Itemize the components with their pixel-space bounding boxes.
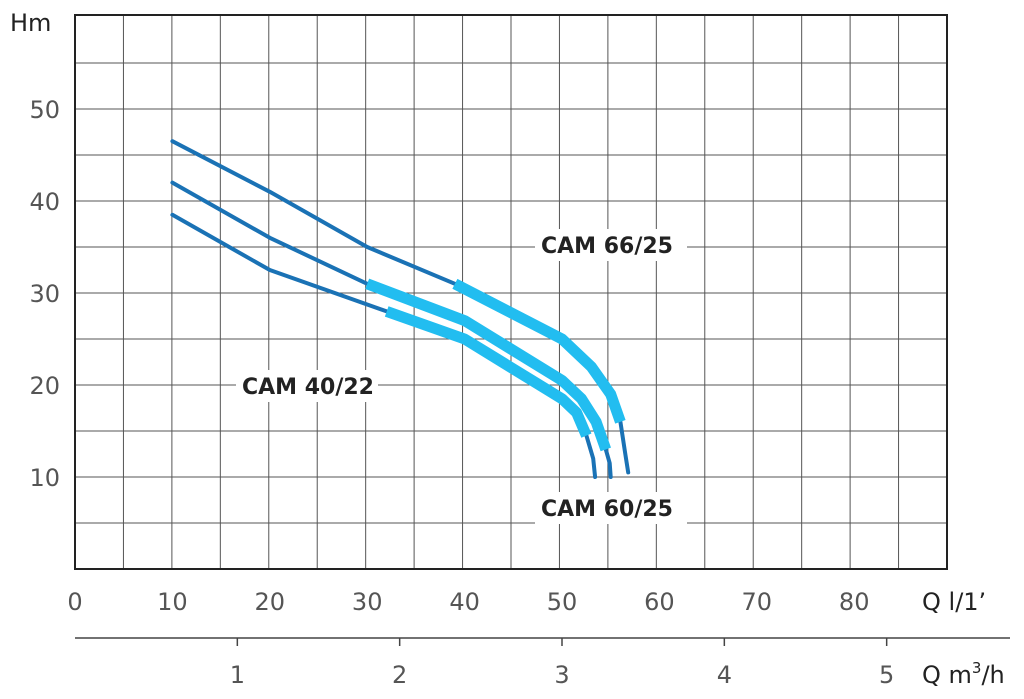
x-tick-label: 20 xyxy=(255,588,286,616)
x2-tick-label: 3 xyxy=(554,661,569,689)
series-labels: CAM 66/25 CAM 60/25 CAM 40/22 xyxy=(236,229,687,524)
x-tick-label: 50 xyxy=(547,588,578,616)
y-tick-label: 40 xyxy=(29,188,60,216)
grid xyxy=(75,15,947,569)
x2-axis-label: Q m3/h xyxy=(922,659,1005,689)
x2-tick-label: 1 xyxy=(230,661,245,689)
x-tick-label: 70 xyxy=(742,588,773,616)
y-tick-label: 30 xyxy=(29,280,60,308)
x-tick-label: 0 xyxy=(67,588,82,616)
series-highlight-cam-66-25 xyxy=(452,278,626,424)
tick-labels: 0 10 20 30 40 50 60 70 80 10 20 30 40 50 1 2 3 4 5 xyxy=(29,96,894,689)
x2-tick-label: 4 xyxy=(717,661,732,689)
x2-axis-label-prefix: Q m xyxy=(922,661,972,689)
curves xyxy=(170,139,631,479)
series-label: CAM 40/22 xyxy=(242,375,374,400)
y-axis-label: Hm xyxy=(10,9,51,37)
x2-axis-label-suffix: /h xyxy=(981,661,1004,689)
series-label: CAM 60/25 xyxy=(541,497,673,522)
series-label-background xyxy=(236,370,378,402)
x-axis-label: Q l/1’ xyxy=(922,588,986,616)
y-tick-label: 20 xyxy=(29,372,60,400)
series-label-background xyxy=(535,229,687,261)
series-highlight-cam-60-25 xyxy=(365,278,611,452)
x-tick-label: 60 xyxy=(644,588,675,616)
secondary-axis xyxy=(75,637,1010,646)
y-tick-label: 50 xyxy=(29,96,60,124)
y-tick-label: 10 xyxy=(29,464,60,492)
x-tick-label: 40 xyxy=(449,588,480,616)
plot-frame xyxy=(74,14,948,570)
x-tick-label: 80 xyxy=(839,588,870,616)
series-label-background xyxy=(535,492,687,524)
series-label: CAM 66/25 xyxy=(541,234,673,259)
series-highlight-cam-40-22 xyxy=(384,306,592,438)
x-tick-label: 30 xyxy=(352,588,383,616)
x-tick-label: 10 xyxy=(157,588,188,616)
x2-tick-label: 5 xyxy=(879,661,894,689)
x2-tick-label: 2 xyxy=(392,661,407,689)
x2-axis-label-sup: 3 xyxy=(972,659,982,677)
